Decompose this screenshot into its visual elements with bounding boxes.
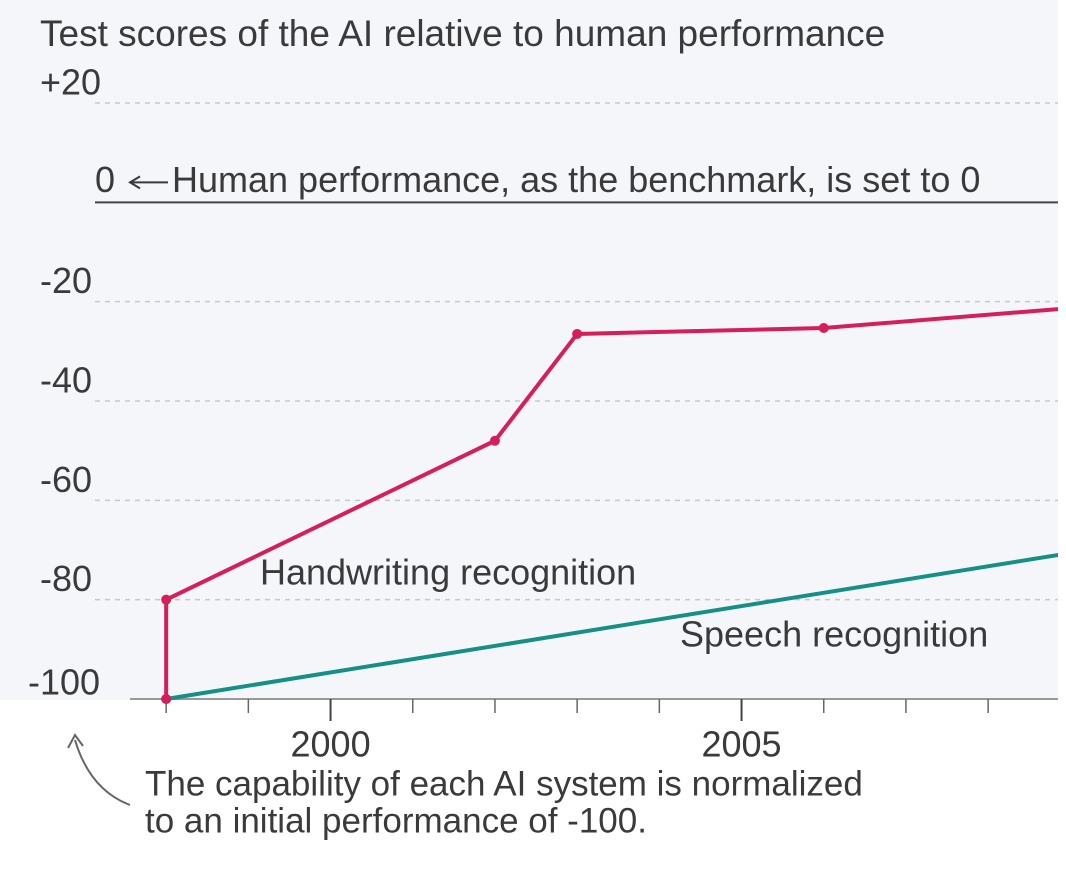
plot-area — [161, 307, 1058, 704]
chart-title: Test scores of the AI relative to human … — [40, 13, 885, 54]
series-line — [164, 307, 1058, 699]
data-point — [489, 435, 500, 446]
benchmark-annotation: Human performance, as the benchmark, is … — [172, 159, 980, 200]
y-tick-label: 0 — [95, 159, 115, 200]
y-tick-label: +20 — [40, 62, 101, 103]
y-tick-label: -80 — [40, 558, 92, 599]
data-point — [572, 328, 583, 339]
series-line — [165, 552, 1058, 701]
y-tick-label: -20 — [40, 260, 92, 301]
y-tick-label: -40 — [40, 360, 92, 401]
annotation-arrow — [128, 175, 168, 190]
footnote-arrowhead — [67, 733, 84, 749]
y-tick-label: -100 — [28, 662, 100, 703]
y-tick-label: -60 — [40, 459, 92, 500]
footnote: to an initial performance of -100. — [145, 801, 647, 840]
x-tick-label: 2005 — [701, 724, 781, 765]
data-point — [161, 694, 172, 704]
plot-background — [0, 0, 1058, 700]
series-label: Speech recognition — [680, 614, 988, 655]
data-point — [161, 594, 172, 605]
footnote-arrow — [74, 739, 131, 806]
series-label: Handwriting recognition — [260, 552, 636, 593]
data-point — [818, 322, 829, 333]
x-tick-label: 2000 — [291, 724, 371, 765]
footnote: The capability of each AI system is norm… — [145, 764, 863, 803]
